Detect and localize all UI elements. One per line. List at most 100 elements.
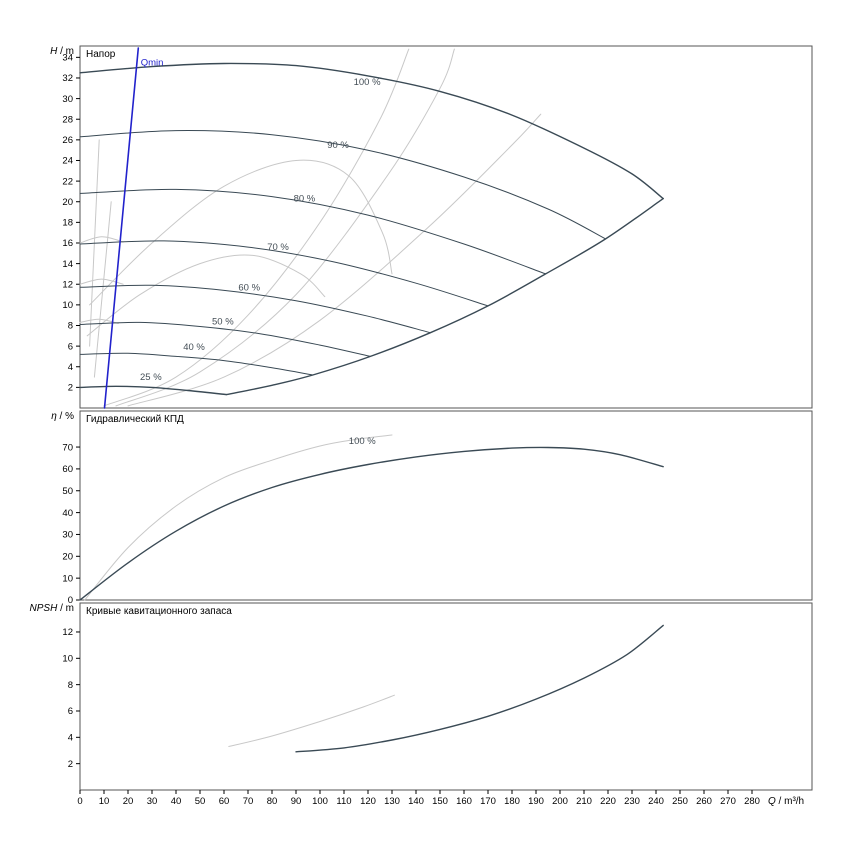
y-tick-label: 4	[68, 733, 73, 744]
y-tick-label: 24	[62, 156, 73, 167]
x-tick-label: 110	[336, 796, 351, 807]
plot-title: Напор	[86, 49, 116, 60]
curve-label: 90 %	[327, 140, 349, 151]
plot-border	[79, 410, 813, 601]
x-tick-label: 260	[696, 796, 712, 807]
y-tick-label: 50	[62, 486, 73, 497]
aux-curve-1	[89, 159, 393, 306]
y-tick-label: 10	[62, 654, 73, 665]
subplot-1: 0 10 20 30 40 50 60 70 η / % Гидравлический КПД 10…	[51, 410, 813, 606]
x-tick-label: 20	[123, 796, 134, 807]
curve-label: 100 %	[349, 436, 376, 447]
x-tick-label: 190	[528, 796, 544, 807]
y-tick-label: 2	[68, 383, 73, 394]
x-tick-label: 130	[384, 796, 400, 807]
plot-title: Кривые кавитационного запаса	[86, 606, 232, 617]
x-tick-label: 210	[576, 796, 592, 807]
y-tick-label: 26	[62, 135, 73, 146]
x-tick-label: 30	[147, 796, 158, 807]
efficiency-curve-100	[79, 446, 664, 601]
y-tick-label: 4	[68, 362, 73, 373]
x-tick-label: 180	[504, 796, 520, 807]
x-axis: 0 10 20 30 40 50 60 70 80 90 100 110 120 130 140 150 160…	[77, 790, 804, 807]
speed-curve-70	[79, 240, 489, 307]
y-tick-label: 2	[68, 759, 73, 770]
aux-start-3	[79, 318, 119, 324]
subplot-2: 2 4 6 8 10 12 NPSH / m Кривые кавитационного за…	[30, 602, 813, 791]
x-tick-label: 40	[171, 796, 182, 807]
x-tick-label: 70	[243, 796, 254, 807]
y-tick-label: 10	[62, 573, 73, 584]
y-tick-label: 0	[68, 595, 73, 606]
y-tick-label: 20	[62, 197, 73, 208]
curve-label: 60 %	[238, 282, 260, 293]
x-tick-label: 160	[456, 796, 472, 807]
y-tick-label: 16	[62, 238, 73, 249]
max-flow-boundary	[225, 197, 664, 396]
y-tick-label: 12	[62, 627, 73, 638]
curve-label: 80 %	[294, 194, 316, 205]
y-tick-label: 30	[62, 94, 73, 105]
x-tick-label: 100	[312, 796, 328, 807]
x-tick-label: 60	[219, 796, 230, 807]
curve-label: 50 %	[212, 316, 234, 327]
speed-curve-50	[79, 321, 371, 357]
qmin-line	[103, 47, 140, 409]
y-tick-label: 22	[62, 176, 73, 187]
y-tick-label: 32	[62, 73, 73, 84]
x-tick-label: 200	[552, 796, 568, 807]
y-axis-label: NPSH / m	[30, 603, 74, 614]
y-tick-label: 28	[62, 114, 73, 125]
plot-border	[79, 602, 813, 791]
curve-label: 25 %	[140, 372, 162, 383]
speed-curve-60	[79, 284, 431, 334]
curve-label: 40 %	[183, 342, 205, 353]
aux-parabola-2	[115, 48, 455, 407]
y-tick-label: 70	[62, 442, 73, 453]
curve-label: Qmin	[141, 58, 164, 69]
aux-curve-2	[86, 254, 326, 337]
x-tick-label: 80	[267, 796, 278, 807]
y-axis-label: η / %	[51, 411, 74, 422]
x-tick-label: 170	[480, 796, 496, 807]
plot-title: Гидравлический КПД	[86, 414, 184, 425]
aux-start-1	[79, 236, 124, 244]
y-tick-label: 60	[62, 464, 73, 475]
y-tick-label: 6	[68, 706, 73, 717]
x-tick-label: 270	[720, 796, 736, 807]
curve-label: 70 %	[267, 242, 289, 253]
y-tick-label: 30	[62, 530, 73, 541]
y-tick-label: 10	[62, 300, 73, 311]
speed-curve-80	[79, 188, 547, 275]
aux-start-2	[79, 278, 124, 285]
plot-border	[79, 45, 813, 409]
x-tick-label: 0	[77, 796, 82, 807]
y-tick-label: 18	[62, 218, 73, 229]
aux-npsh-curve	[228, 694, 395, 747]
speed-curve-40	[79, 352, 314, 376]
x-tick-label: 140	[408, 796, 424, 807]
x-tick-label: 90	[291, 796, 302, 807]
y-tick-label: 40	[62, 508, 73, 519]
y-axis-label: H / m	[50, 46, 74, 57]
x-tick-label: 10	[99, 796, 110, 807]
x-tick-label: 230	[624, 796, 640, 807]
y-tick-label: 6	[68, 341, 73, 352]
aux-efficiency-curve	[84, 434, 393, 601]
y-tick-label: 34	[62, 53, 73, 64]
y-tick-label: 14	[62, 259, 73, 270]
speed-curve-25	[79, 385, 228, 396]
x-tick-label: 240	[648, 796, 664, 807]
x-tick-label: 220	[600, 796, 616, 807]
aux-line-2	[93, 201, 112, 378]
x-tick-label: 150	[432, 796, 448, 807]
x-tick-label: 50	[195, 796, 206, 807]
x-axis-label: Q / m³/h	[768, 796, 804, 807]
curve-label: 100 %	[354, 77, 381, 88]
x-tick-label: 280	[744, 796, 760, 807]
speed-curve-100	[79, 62, 664, 200]
y-tick-label: 8	[68, 321, 73, 332]
